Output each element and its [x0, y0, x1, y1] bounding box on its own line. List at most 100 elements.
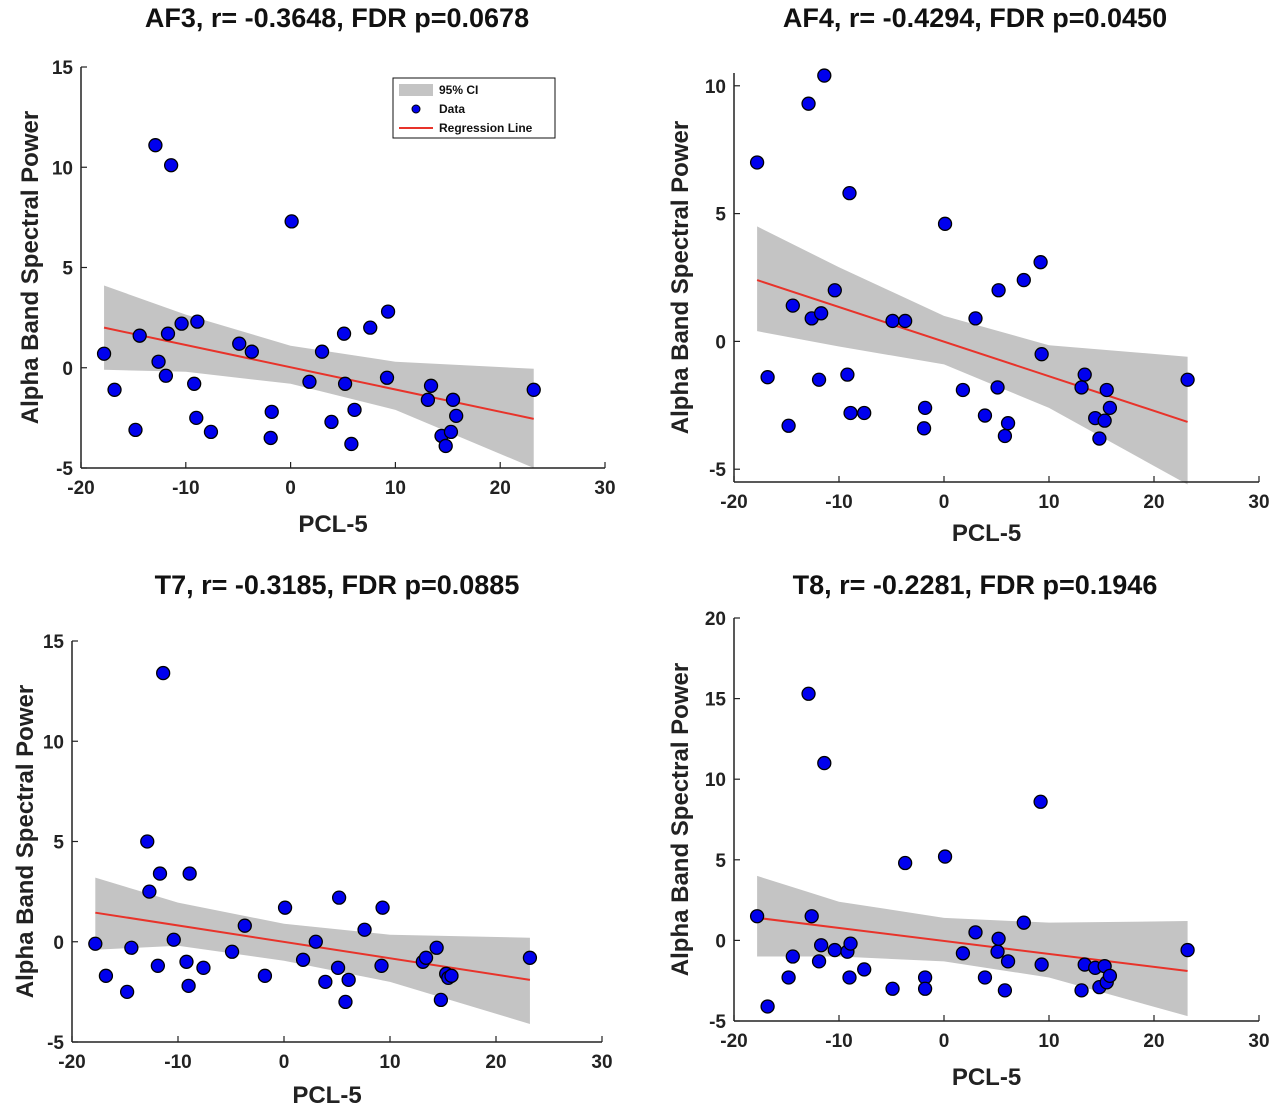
x-tick-label: -10	[825, 1031, 852, 1052]
data-point	[302, 374, 317, 389]
data-point	[445, 392, 461, 407]
y-tick-label: 5	[53, 833, 64, 854]
data-point	[997, 428, 1013, 444]
data-point	[842, 970, 857, 985]
x-tick-label: 30	[591, 1052, 612, 1073]
regression-line	[103, 326, 534, 420]
data-point	[801, 96, 816, 111]
data-point	[990, 380, 1005, 395]
y-tick-label: 0	[715, 931, 726, 952]
data-point	[1180, 372, 1195, 387]
y-axis-label: Alpha Band Spectral Power	[12, 685, 39, 998]
x-tick-label: -10	[172, 478, 199, 499]
y-tick-label: 15	[52, 58, 74, 79]
data-point	[1102, 968, 1118, 984]
data-point	[244, 344, 259, 359]
x-tick-label: -20	[720, 1031, 747, 1052]
data-point	[997, 983, 1013, 998]
data-point	[937, 849, 953, 864]
x-tick-label: 0	[939, 1031, 950, 1052]
data-point	[827, 942, 842, 958]
data-point	[814, 306, 829, 321]
data-point	[181, 978, 196, 994]
data-point	[526, 382, 541, 397]
data-point	[187, 376, 202, 391]
data-point	[429, 940, 444, 955]
y-tick-label: 10	[43, 732, 64, 753]
data-point	[347, 402, 362, 418]
x-axis-label: PCL-5	[952, 520, 1021, 547]
data-point	[224, 944, 240, 959]
confidence-band	[757, 875, 1188, 1017]
data-point	[237, 918, 252, 933]
x-tick-label: 0	[939, 492, 950, 513]
data-point	[1016, 272, 1031, 288]
data-point	[842, 185, 857, 201]
data-point	[163, 158, 179, 173]
scatter-panel-2: -20 -10 0 10 20 30 -5 0 5 10 AF4, r= -0.4294, FDR …	[667, 3, 1270, 547]
data-point	[330, 960, 346, 975]
x-tick-label: 30	[1248, 1031, 1269, 1052]
y-tick-label: -5	[56, 459, 73, 480]
data-point	[295, 952, 311, 967]
data-point	[857, 405, 872, 421]
data-point	[331, 890, 347, 905]
x-tick-label: -10	[825, 492, 852, 513]
data-point	[284, 214, 299, 229]
data-point	[166, 932, 181, 947]
data-point	[843, 936, 858, 951]
legend-data-swatch	[411, 104, 421, 114]
data-point	[990, 944, 1005, 959]
x-tick-label: 20	[1143, 492, 1164, 513]
data-point	[156, 665, 171, 681]
x-tick-label: 20	[485, 1052, 506, 1073]
data-point	[760, 999, 775, 1014]
data-point	[781, 418, 796, 433]
x-tick-label: 20	[1143, 1031, 1164, 1052]
data-point	[785, 949, 800, 964]
data-point	[203, 424, 219, 440]
data-point	[189, 410, 204, 426]
data-point	[314, 344, 330, 359]
data-point	[179, 954, 194, 969]
confidence-band	[757, 226, 1188, 485]
data-point	[843, 405, 858, 421]
y-tick-label: 10	[705, 77, 726, 98]
scatter-panel-1: -20 -10 0 10 20 30 -5 0 5 10 15 AF3, r= -0.3648, FD…	[17, 3, 616, 538]
x-tick-label: -20	[67, 478, 94, 499]
data-point	[357, 922, 372, 937]
data-point	[1097, 413, 1112, 428]
data-point	[968, 311, 983, 326]
confidence-band	[104, 285, 534, 468]
data-point	[132, 328, 147, 343]
data-point	[318, 974, 333, 989]
legend: 95% CI Data Regression Line	[392, 77, 556, 139]
chart-title: AF3, r= -0.3648, FDR p=0.0678	[145, 3, 529, 33]
data-point	[263, 430, 278, 446]
data-point	[937, 216, 953, 231]
data-point	[324, 414, 339, 430]
data-point	[1102, 400, 1118, 416]
data-point	[781, 970, 796, 985]
data-point	[885, 981, 900, 996]
data-point	[840, 367, 855, 382]
y-tick-label: 0	[715, 332, 726, 353]
data-point	[1034, 347, 1049, 362]
y-axis-label: Alpha Band Spectral Power	[667, 121, 694, 434]
x-axis-label: PCL-5	[298, 511, 367, 538]
data-point	[817, 68, 832, 83]
data-point	[917, 981, 933, 996]
data-point	[1016, 915, 1031, 930]
x-tick-label: 10	[385, 478, 406, 499]
data-point	[257, 968, 273, 983]
chart-title: T7, r= -0.3185, FDR p=0.0885	[155, 570, 520, 600]
x-axis-label: PCL-5	[292, 1082, 361, 1108]
chart-title: AF4, r= -0.4294, FDR p=0.0450	[783, 3, 1167, 33]
data-point	[379, 370, 395, 385]
regression-line	[756, 279, 1188, 423]
data-point	[1074, 380, 1089, 395]
x-tick-label: -20	[58, 1052, 85, 1073]
scatter-panel-4: -20 -10 0 10 20 30 -5 0 5 10 15 20 T8, r= -0.2281, F…	[667, 570, 1270, 1091]
data-point	[785, 298, 800, 313]
